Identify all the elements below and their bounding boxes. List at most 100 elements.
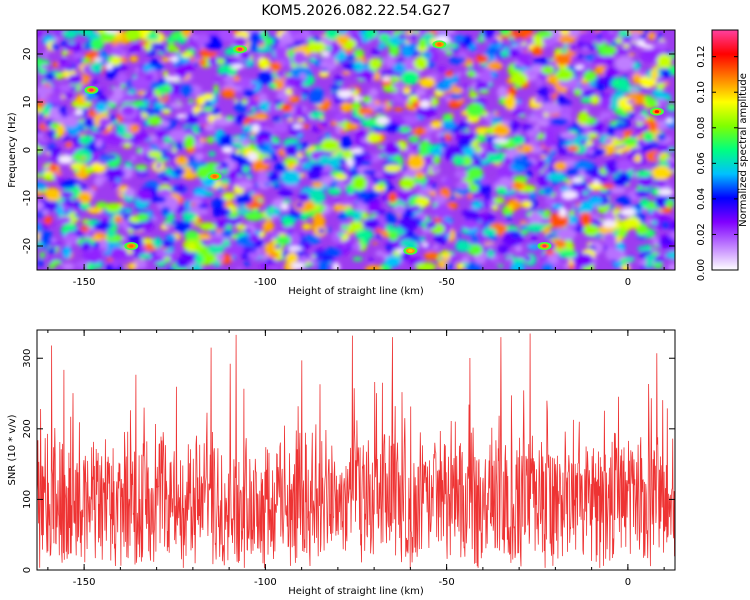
heatmap-blob bbox=[384, 122, 401, 133]
heatmap-blob bbox=[378, 42, 386, 50]
heatmap-blob bbox=[160, 206, 171, 216]
heatmap-blob bbox=[198, 115, 208, 126]
heatmap-blob bbox=[62, 204, 70, 212]
heatmap-blob bbox=[75, 94, 88, 105]
heatmap-blob bbox=[295, 81, 303, 84]
heatmap-blob bbox=[179, 83, 194, 97]
heatmap-blob bbox=[72, 56, 82, 67]
heatmap-blob bbox=[190, 202, 196, 206]
heatmap-blob bbox=[444, 96, 452, 102]
heatmap-blob bbox=[45, 96, 51, 104]
heatmap-blob bbox=[99, 160, 107, 165]
heatmap-blob bbox=[210, 236, 224, 246]
heatmap-blob bbox=[270, 265, 280, 270]
heatmap-blob bbox=[566, 167, 580, 176]
heatmap-blob bbox=[195, 254, 204, 265]
heatmap-blob bbox=[363, 114, 370, 120]
heatmap-blob bbox=[397, 126, 411, 133]
heatmap-blob bbox=[164, 256, 171, 262]
heatmap-blob bbox=[340, 225, 349, 230]
heatmap-blob bbox=[508, 204, 513, 209]
heatmap-blob bbox=[480, 177, 490, 185]
heatmap-blob bbox=[643, 244, 653, 252]
heatmap-blob bbox=[385, 172, 393, 178]
heatmap-blob bbox=[37, 153, 41, 157]
heatmap-blob bbox=[207, 30, 222, 35]
heatmap-blob bbox=[571, 177, 583, 184]
heatmap-blob bbox=[515, 193, 528, 201]
heatmap-blob bbox=[287, 225, 294, 233]
heatmap-blob bbox=[88, 109, 97, 118]
heatmap-blob bbox=[456, 262, 464, 270]
heatmap-blob bbox=[214, 76, 221, 81]
heatmap-blob bbox=[351, 210, 362, 222]
heatmap-blob bbox=[296, 118, 305, 122]
heatmap-blob bbox=[44, 187, 61, 202]
heatmap-blob bbox=[591, 257, 598, 265]
heatmap-blob bbox=[351, 175, 367, 192]
colorbar: 0.00 0.02 0.04 0.06 0.08 0.10 0.12 Normalized … bbox=[696, 29, 749, 281]
heatmap-blob bbox=[206, 135, 215, 144]
heatmap-blob bbox=[71, 154, 84, 161]
heatmap-blob bbox=[336, 35, 347, 46]
heatmap-blob bbox=[462, 219, 478, 230]
heatmap-blob bbox=[43, 51, 49, 57]
heatmap-blob bbox=[445, 50, 453, 56]
snr-y-label: SNR (10 * v/v) bbox=[7, 414, 18, 485]
heatmap-blob bbox=[157, 161, 162, 166]
heatmap-blob bbox=[537, 173, 550, 188]
heatmap-blob bbox=[243, 246, 253, 254]
heatmap-blob bbox=[67, 50, 73, 54]
heatmap-blob bbox=[208, 57, 218, 66]
colorbar-frame bbox=[711, 29, 739, 271]
heatmap-blob bbox=[43, 215, 53, 226]
heatmap-blob bbox=[542, 102, 562, 115]
heatmap-blob bbox=[111, 258, 120, 269]
heatmap-x-label: Height of straight line (km) bbox=[288, 286, 424, 297]
heatmap-blob bbox=[348, 73, 353, 77]
heatmap-blob bbox=[378, 57, 383, 62]
heatmap-blob bbox=[188, 98, 194, 104]
heatmap-blob bbox=[583, 224, 600, 237]
heatmap-blob bbox=[175, 142, 183, 151]
heatmap-blob bbox=[108, 115, 118, 121]
heatmap-blob bbox=[330, 120, 337, 126]
heatmap-blob bbox=[504, 94, 516, 111]
heatmap-blob bbox=[41, 64, 48, 70]
heatmap-blob bbox=[268, 207, 274, 214]
heatmap-blob bbox=[524, 241, 530, 245]
heatmap-blob bbox=[288, 122, 302, 137]
heatmap-blob bbox=[652, 237, 659, 245]
heatmap-blob bbox=[542, 262, 554, 270]
heatmap-blob bbox=[131, 132, 151, 142]
heatmap-blob bbox=[537, 209, 544, 215]
heatmap-blob bbox=[355, 69, 375, 80]
heatmap-blob bbox=[339, 135, 352, 150]
heatmap-blob bbox=[400, 114, 419, 125]
heatmap-blob bbox=[415, 262, 437, 270]
heatmap-blob bbox=[285, 88, 294, 95]
y-tick-label: -20 bbox=[22, 238, 33, 254]
heatmap-blob bbox=[372, 242, 378, 245]
heatmap-blob bbox=[632, 73, 642, 85]
heatmap-blob bbox=[400, 239, 414, 248]
heatmap-blob bbox=[125, 30, 141, 42]
heatmap-blob bbox=[508, 48, 521, 57]
heatmap-blob bbox=[157, 132, 167, 139]
heatmap-blob bbox=[170, 220, 179, 225]
heatmap-blob bbox=[545, 123, 560, 133]
heatmap-blob bbox=[118, 190, 123, 195]
heatmap-blob bbox=[469, 87, 474, 92]
heatmap-blob bbox=[159, 120, 170, 128]
heatmap-blob bbox=[313, 36, 322, 42]
heatmap-blob bbox=[250, 248, 257, 253]
heatmap-blob bbox=[43, 199, 59, 211]
heatmap-blob bbox=[358, 107, 374, 116]
heatmap-blob bbox=[421, 228, 431, 234]
heatmap-blob bbox=[37, 131, 44, 140]
heatmap-blob bbox=[232, 138, 241, 143]
x-tick-label: -50 bbox=[438, 277, 454, 288]
heatmap-blob bbox=[158, 188, 172, 198]
heatmap-blob bbox=[615, 121, 625, 128]
heatmap-blob bbox=[545, 249, 554, 256]
